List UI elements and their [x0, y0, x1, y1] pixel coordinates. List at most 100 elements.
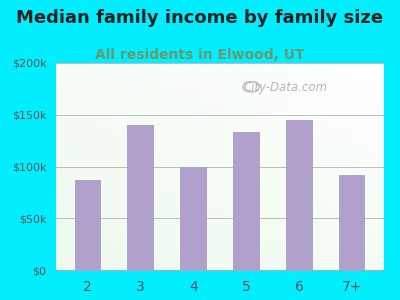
Bar	[150, 63, 151, 270]
Bar	[381, 63, 382, 270]
Bar	[74, 63, 76, 270]
Bar	[56, 155, 384, 156]
Bar	[56, 141, 384, 142]
Bar	[56, 201, 384, 202]
Bar	[345, 63, 346, 270]
Bar	[308, 63, 310, 270]
Bar	[56, 266, 384, 267]
Bar	[322, 63, 323, 270]
Bar	[56, 230, 384, 231]
Bar	[56, 256, 384, 258]
Text: All residents in Elwood, UT: All residents in Elwood, UT	[95, 48, 305, 62]
Bar	[228, 63, 230, 270]
Bar	[56, 175, 384, 176]
Bar	[148, 63, 150, 270]
Bar	[346, 63, 348, 270]
Bar	[194, 63, 196, 270]
Bar	[56, 166, 384, 167]
Bar	[56, 226, 384, 228]
Bar	[363, 63, 364, 270]
Bar	[269, 63, 271, 270]
Bar	[130, 63, 132, 270]
Bar	[214, 63, 215, 270]
Bar	[132, 63, 133, 270]
Bar	[361, 63, 363, 270]
Bar	[276, 63, 278, 270]
Bar	[56, 250, 384, 251]
Bar	[76, 63, 77, 270]
Bar	[378, 63, 379, 270]
Bar	[348, 63, 350, 270]
Bar	[320, 63, 322, 270]
Bar	[56, 63, 58, 270]
Bar	[56, 114, 384, 115]
Bar	[56, 110, 384, 111]
Bar	[56, 185, 384, 186]
Bar	[343, 63, 345, 270]
Bar	[56, 236, 384, 237]
Bar	[56, 96, 384, 97]
Bar	[264, 63, 266, 270]
Bar	[120, 63, 122, 270]
Bar	[56, 107, 384, 109]
Bar	[56, 109, 384, 110]
Bar	[254, 63, 256, 270]
Bar	[71, 63, 72, 270]
Bar	[307, 63, 308, 270]
Bar	[115, 63, 117, 270]
Bar	[200, 63, 202, 270]
Bar	[94, 63, 95, 270]
Bar	[84, 63, 86, 270]
Bar	[166, 63, 168, 270]
Bar	[56, 104, 384, 105]
Bar	[164, 63, 166, 270]
Bar	[56, 269, 384, 270]
Text: Median family income by family size: Median family income by family size	[16, 9, 384, 27]
Bar	[292, 63, 294, 270]
Bar	[56, 100, 384, 101]
Bar	[56, 69, 384, 70]
Bar	[136, 63, 138, 270]
Bar	[233, 63, 235, 270]
Bar	[56, 152, 384, 153]
Bar	[56, 81, 384, 82]
Bar	[104, 63, 105, 270]
Bar	[259, 63, 261, 270]
Bar	[56, 161, 384, 162]
Bar	[210, 63, 212, 270]
Bar	[56, 147, 384, 148]
Bar	[305, 63, 307, 270]
Bar	[196, 63, 197, 270]
Bar	[56, 234, 384, 235]
Bar	[56, 243, 384, 244]
Bar	[56, 198, 384, 199]
Bar	[163, 63, 164, 270]
Bar	[286, 120, 312, 270]
Bar	[82, 63, 84, 270]
Bar	[215, 63, 217, 270]
Bar	[56, 90, 384, 91]
Bar	[56, 156, 384, 157]
Bar	[56, 160, 384, 161]
Bar	[56, 87, 384, 88]
Bar	[133, 63, 135, 270]
Bar	[56, 176, 384, 177]
Bar	[56, 183, 384, 184]
Bar	[182, 63, 184, 270]
Bar	[56, 219, 384, 220]
Bar	[122, 63, 123, 270]
Bar	[56, 239, 384, 240]
Bar	[180, 167, 207, 270]
Bar	[114, 63, 115, 270]
Bar	[158, 63, 159, 270]
Bar	[286, 63, 287, 270]
Bar	[56, 222, 384, 224]
Bar	[56, 254, 384, 256]
Bar	[56, 137, 384, 139]
Bar	[56, 71, 384, 72]
Bar	[258, 63, 259, 270]
Bar	[190, 63, 192, 270]
Bar	[169, 63, 171, 270]
Bar	[328, 63, 330, 270]
Bar	[56, 260, 384, 261]
